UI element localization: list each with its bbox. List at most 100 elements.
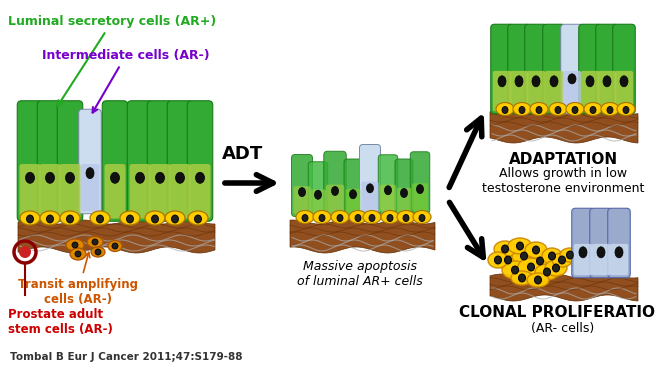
Ellipse shape <box>155 172 165 183</box>
FancyBboxPatch shape <box>308 162 328 216</box>
Ellipse shape <box>120 211 140 225</box>
Ellipse shape <box>495 256 501 264</box>
Ellipse shape <box>566 103 584 116</box>
Ellipse shape <box>535 264 559 280</box>
Ellipse shape <box>40 211 60 225</box>
Ellipse shape <box>417 185 424 194</box>
Ellipse shape <box>66 239 84 251</box>
Text: Prostate adult
stem cells (AR-): Prostate adult stem cells (AR-) <box>8 308 113 336</box>
Ellipse shape <box>572 106 578 113</box>
Ellipse shape <box>90 211 110 225</box>
Text: (AR- cells): (AR- cells) <box>531 322 594 335</box>
Ellipse shape <box>532 76 540 87</box>
Ellipse shape <box>504 256 512 264</box>
Ellipse shape <box>188 211 208 225</box>
Ellipse shape <box>567 251 573 259</box>
Ellipse shape <box>518 258 544 276</box>
Ellipse shape <box>403 215 409 222</box>
Ellipse shape <box>496 103 514 116</box>
FancyBboxPatch shape <box>37 101 63 221</box>
Text: Allows growth in low
testosterone environment: Allows growth in low testosterone enviro… <box>482 167 644 195</box>
Ellipse shape <box>86 168 94 178</box>
Ellipse shape <box>66 172 75 183</box>
Ellipse shape <box>545 260 567 276</box>
Ellipse shape <box>535 276 541 284</box>
FancyBboxPatch shape <box>17 101 43 221</box>
Ellipse shape <box>70 248 86 260</box>
Ellipse shape <box>537 257 544 265</box>
Ellipse shape <box>314 190 321 199</box>
FancyBboxPatch shape <box>410 152 430 213</box>
FancyBboxPatch shape <box>150 164 171 219</box>
Ellipse shape <box>513 103 531 116</box>
FancyBboxPatch shape <box>527 71 545 111</box>
FancyBboxPatch shape <box>310 190 326 214</box>
Ellipse shape <box>66 215 73 223</box>
Ellipse shape <box>171 215 178 223</box>
Ellipse shape <box>623 106 629 113</box>
FancyBboxPatch shape <box>412 183 428 211</box>
Text: Transit amplifying
cells (AR-): Transit amplifying cells (AR-) <box>18 252 138 306</box>
FancyBboxPatch shape <box>147 101 173 221</box>
Ellipse shape <box>112 243 118 249</box>
Ellipse shape <box>525 242 547 258</box>
FancyBboxPatch shape <box>544 71 564 111</box>
Ellipse shape <box>110 172 119 183</box>
FancyBboxPatch shape <box>561 24 583 114</box>
Ellipse shape <box>508 238 532 254</box>
Ellipse shape <box>550 76 558 87</box>
Ellipse shape <box>533 246 539 254</box>
Ellipse shape <box>527 263 535 271</box>
FancyBboxPatch shape <box>543 24 565 114</box>
FancyBboxPatch shape <box>581 71 599 111</box>
Polygon shape <box>490 274 638 301</box>
FancyBboxPatch shape <box>104 164 125 219</box>
FancyBboxPatch shape <box>572 208 594 278</box>
FancyBboxPatch shape <box>615 71 633 111</box>
Ellipse shape <box>152 215 159 223</box>
Ellipse shape <box>579 247 587 258</box>
Ellipse shape <box>584 103 602 116</box>
FancyBboxPatch shape <box>129 164 150 219</box>
Ellipse shape <box>555 106 561 113</box>
FancyBboxPatch shape <box>39 164 60 219</box>
FancyBboxPatch shape <box>395 159 413 215</box>
FancyBboxPatch shape <box>491 24 513 114</box>
Polygon shape <box>490 110 638 143</box>
Ellipse shape <box>45 172 54 183</box>
Ellipse shape <box>515 76 523 87</box>
FancyBboxPatch shape <box>167 101 193 221</box>
Ellipse shape <box>87 237 103 248</box>
Ellipse shape <box>108 241 122 251</box>
Ellipse shape <box>350 190 356 199</box>
Ellipse shape <box>549 103 567 116</box>
Ellipse shape <box>494 241 516 257</box>
Ellipse shape <box>552 253 572 267</box>
Ellipse shape <box>363 210 381 223</box>
Polygon shape <box>290 220 435 253</box>
FancyBboxPatch shape <box>579 24 602 114</box>
FancyBboxPatch shape <box>169 164 190 219</box>
Ellipse shape <box>527 273 549 287</box>
Ellipse shape <box>568 74 576 84</box>
Text: ADT: ADT <box>222 145 264 163</box>
FancyBboxPatch shape <box>291 155 312 216</box>
Ellipse shape <box>194 215 201 223</box>
Ellipse shape <box>355 215 361 222</box>
Text: Massive apoptosis
of luminal AR+ cells: Massive apoptosis of luminal AR+ cells <box>297 260 423 288</box>
Ellipse shape <box>72 242 78 248</box>
FancyBboxPatch shape <box>508 24 530 114</box>
FancyBboxPatch shape <box>613 24 635 114</box>
FancyBboxPatch shape <box>379 155 398 213</box>
FancyBboxPatch shape <box>326 185 344 214</box>
Ellipse shape <box>47 215 54 223</box>
Ellipse shape <box>519 106 525 113</box>
Ellipse shape <box>502 261 528 279</box>
Ellipse shape <box>195 172 205 183</box>
Circle shape <box>19 246 31 258</box>
Ellipse shape <box>349 210 367 223</box>
FancyBboxPatch shape <box>607 208 630 278</box>
Ellipse shape <box>75 251 81 257</box>
FancyBboxPatch shape <box>190 164 211 219</box>
Ellipse shape <box>296 210 314 223</box>
